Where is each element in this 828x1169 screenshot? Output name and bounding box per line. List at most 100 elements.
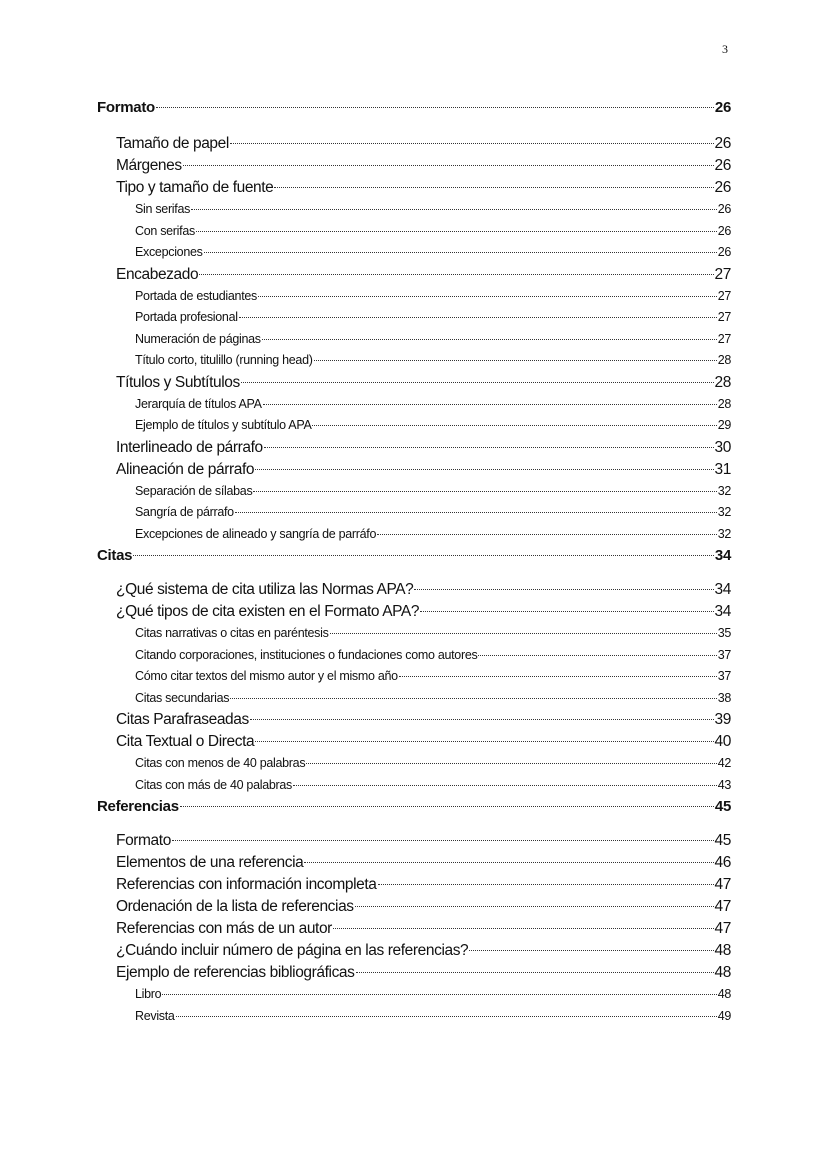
- toc-entry-title: Citas narrativas o citas en paréntesis: [135, 626, 329, 640]
- toc-entry-title: Citas: [97, 547, 133, 564]
- toc-entry-title: Ejemplo de títulos y subtítulo APA: [135, 418, 312, 432]
- dot-leader: [313, 360, 717, 361]
- dot-leader: [274, 187, 714, 188]
- toc-entry[interactable]: Tipo y tamaño de fuente 26: [97, 177, 731, 199]
- toc-entry[interactable]: Ordenación de la lista de referencias 47: [97, 896, 731, 918]
- dot-leader: [175, 1015, 717, 1017]
- toc-entry[interactable]: Citas con menos de 40 palabras 42: [97, 753, 731, 775]
- toc-entry-page: 27: [717, 288, 732, 303]
- toc-entry-title: Citas con más de 40 palabras: [135, 777, 292, 792]
- toc-entry[interactable]: Citas secundarias 38: [97, 688, 731, 710]
- toc-entry-page: 34: [714, 603, 732, 620]
- toc-entry-title: Márgenes: [116, 157, 182, 174]
- toc-entry-page: 43: [717, 777, 732, 792]
- toc-entry[interactable]: Libro 48: [97, 984, 731, 1006]
- toc-entry-title: Excepciones de alineado y sangría de par…: [135, 526, 377, 541]
- toc-entry[interactable]: Título corto, titulillo (running head) 28: [97, 350, 731, 372]
- dot-leader: [263, 446, 714, 448]
- toc-entry-page: 32: [717, 505, 732, 519]
- toc-entry-title: Con serifas: [135, 223, 195, 238]
- toc-entry-page: 48: [717, 987, 732, 1001]
- toc-entry[interactable]: Portada profesional 27: [97, 307, 731, 329]
- toc-entry[interactable]: Cómo citar textos del mismo autor y el m…: [97, 666, 731, 688]
- toc-entry[interactable]: Interlineado de párrafo 30: [97, 437, 731, 459]
- toc-entry[interactable]: Formato 45: [97, 830, 731, 852]
- toc-entry[interactable]: Referencias con información incompleta 47: [97, 874, 731, 896]
- toc-entry-page: 47: [714, 876, 732, 893]
- toc-entry[interactable]: Portada de estudiantes 27: [97, 286, 731, 308]
- toc-entry[interactable]: Sin serifas 26: [97, 199, 731, 221]
- toc-entry[interactable]: Alineación de párrafo 31: [97, 459, 731, 481]
- toc-entry-page: 47: [714, 898, 732, 915]
- toc-entry-title: Títulos y Subtítulos: [116, 373, 240, 391]
- toc-entry-title: Numeración de páginas: [135, 331, 261, 346]
- toc-entry[interactable]: Separación de sílabas 32: [97, 481, 731, 503]
- toc-entry[interactable]: Revista 49: [97, 1006, 731, 1028]
- toc-entry-page: 31: [714, 460, 732, 478]
- toc-entry-title: ¿Qué sistema de cita utiliza las Normas …: [116, 581, 414, 598]
- toc-entry-page: 27: [717, 331, 732, 346]
- toc-section[interactable]: Citas 34: [97, 545, 731, 567]
- toc-entry-title: Portada profesional: [135, 310, 238, 324]
- toc-entry[interactable]: Títulos y Subtítulos 28: [97, 372, 731, 394]
- toc-entry[interactable]: Citas con más de 40 palabras 43: [97, 775, 731, 797]
- dot-leader: [240, 381, 714, 383]
- toc-section[interactable]: Referencias 45: [97, 796, 731, 818]
- toc-entry[interactable]: Ejemplo de títulos y subtítulo APA 29: [97, 415, 731, 437]
- toc-section[interactable]: Formato 26: [97, 97, 731, 119]
- dot-leader: [355, 972, 714, 973]
- dot-leader: [195, 230, 717, 232]
- toc-entry-page: 35: [717, 626, 732, 640]
- toc-entry[interactable]: ¿Cuándo incluir número de página en las …: [97, 940, 731, 962]
- toc-entry-title: Tipo y tamaño de fuente: [116, 179, 274, 196]
- dot-leader: [420, 611, 714, 612]
- toc-entry-title: Excepciones: [135, 245, 203, 259]
- table-of-contents: Formato 26 Tamaño de papel 26 Márgenes 26 Tipo…: [97, 97, 731, 1027]
- toc-entry-page: 26: [717, 223, 732, 238]
- toc-entry-page: 38: [717, 690, 732, 705]
- dot-leader: [155, 107, 714, 108]
- toc-entry-title: ¿Cuándo incluir número de página en las …: [116, 942, 469, 959]
- toc-entry[interactable]: Elementos de una referencia 46: [97, 852, 731, 874]
- dot-leader: [238, 317, 717, 318]
- dot-leader: [249, 719, 714, 720]
- toc-entry[interactable]: Cita Textual o Directa 40: [97, 731, 731, 753]
- toc-entry-page: 26: [714, 99, 731, 116]
- toc-entry[interactable]: Con serifas 26: [97, 221, 731, 243]
- toc-entry[interactable]: Excepciones de alineado y sangría de par…: [97, 524, 731, 546]
- toc-entry[interactable]: ¿Qué tipos de cita existen en el Formato…: [97, 601, 731, 623]
- toc-entry-title: Revista: [135, 1008, 175, 1023]
- toc-entry-page: 37: [717, 647, 732, 662]
- toc-entry-title: Sangría de párrafo: [135, 505, 234, 519]
- toc-entry-title: Cita Textual o Directa: [116, 733, 255, 750]
- toc-entry-title: Sin serifas: [135, 202, 191, 216]
- toc-entry[interactable]: Citando corporaciones, instituciones o f…: [97, 645, 731, 667]
- toc-entry-title: Citando corporaciones, instituciones o f…: [135, 647, 478, 662]
- toc-entry-title: Referencias: [97, 798, 179, 815]
- dot-leader: [377, 533, 717, 535]
- toc-entry-title: Citas con menos de 40 palabras: [135, 756, 306, 770]
- toc-entry-page: 40: [714, 733, 732, 750]
- dot-leader: [191, 209, 717, 210]
- dot-leader: [261, 338, 717, 340]
- dot-leader: [469, 950, 714, 951]
- toc-entry-title: Alineación de párrafo: [116, 460, 255, 478]
- toc-entry-page: 26: [717, 245, 732, 259]
- toc-entry[interactable]: Márgenes 26: [97, 155, 731, 177]
- toc-entry[interactable]: Referencias con más de un autor 47: [97, 918, 731, 940]
- dot-leader: [230, 697, 717, 699]
- toc-entry[interactable]: Ejemplo de referencias bibliográficas 48: [97, 962, 731, 984]
- toc-entry[interactable]: Sangría de párrafo 32: [97, 502, 731, 524]
- toc-entry[interactable]: Excepciones 26: [97, 242, 731, 264]
- toc-entry[interactable]: Tamaño de papel 26: [97, 133, 731, 155]
- toc-entry-title: Encabezado: [116, 265, 199, 283]
- toc-entry-title: Formato: [97, 99, 155, 116]
- toc-entry[interactable]: Citas narrativas o citas en paréntesis 35: [97, 623, 731, 645]
- toc-entry[interactable]: Numeración de páginas 27: [97, 329, 731, 351]
- toc-entry[interactable]: Encabezado 27: [97, 264, 731, 286]
- toc-entry[interactable]: ¿Qué sistema de cita utiliza las Normas …: [97, 579, 731, 601]
- toc-entry-page: 47: [714, 920, 732, 937]
- toc-entry[interactable]: Citas Parafraseadas 39: [97, 709, 731, 731]
- toc-entry-page: 26: [714, 157, 732, 174]
- toc-entry[interactable]: Jerarquía de títulos APA 28: [97, 394, 731, 416]
